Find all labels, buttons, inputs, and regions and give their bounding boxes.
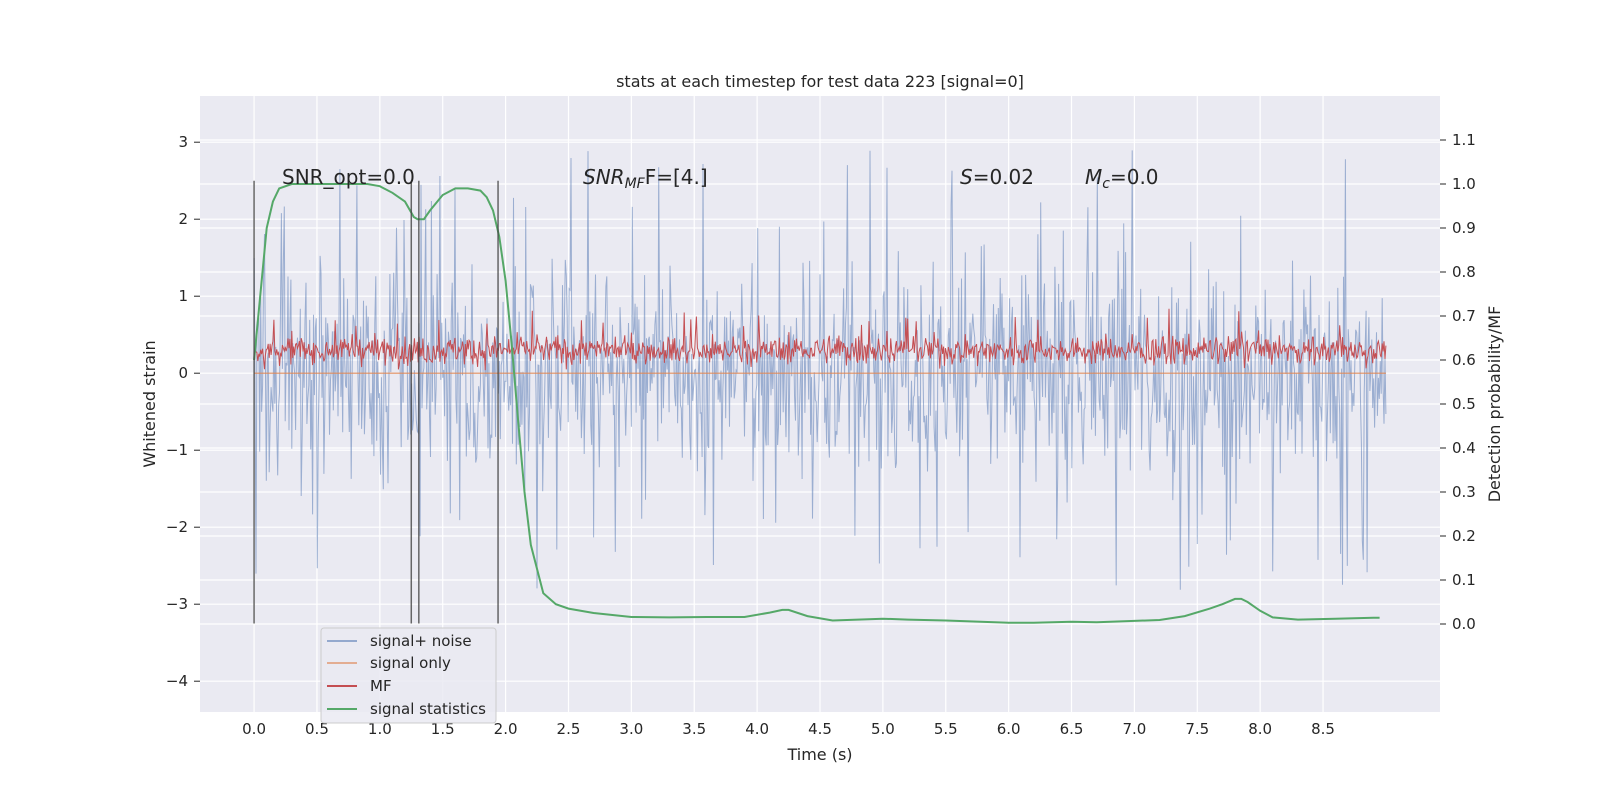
y2-tick-label: 0.8 — [1452, 263, 1476, 281]
y2-tick-label: 0.1 — [1452, 571, 1476, 589]
series-layer — [253, 150, 1387, 624]
y2-tick-label: 0.5 — [1452, 395, 1476, 413]
series-signal-noise-line — [253, 150, 1387, 590]
series-mf-line — [253, 308, 1387, 371]
annotation-snr-opt: SNR_opt=0.0 — [282, 165, 415, 189]
y-tick-label: −1 — [166, 441, 188, 459]
x-tick-label: 3.5 — [682, 720, 706, 738]
legend: signal+ noise signal only MF signal stat… — [320, 627, 497, 724]
x-axis-label: Time (s) — [786, 745, 852, 764]
y-tick-label: −2 — [166, 518, 188, 536]
annotation-mc: Mc=0.0 — [1085, 165, 1159, 192]
annotation-s: S=0.02 — [960, 165, 1034, 189]
chart-title: stats at each timestep for test data 223… — [616, 72, 1024, 91]
y2-tick-label: 0.2 — [1452, 527, 1476, 545]
legend-label-signal-only: signal only — [370, 654, 451, 672]
annotation-snr-mf: SNRMFF=[4.] — [583, 165, 708, 192]
x-tick-label: 7.5 — [1185, 720, 1209, 738]
x-tick-label: 7.0 — [1122, 720, 1146, 738]
y2-tick-label: 0.9 — [1452, 219, 1476, 237]
y-tick-label: 1 — [178, 287, 188, 305]
y-tick-label: −4 — [166, 672, 188, 690]
legend-label-signal-noise: signal+ noise — [370, 632, 472, 650]
y2-tick-label: 1.1 — [1452, 131, 1476, 149]
x-tick-label: 6.0 — [997, 720, 1021, 738]
y2-axis-label: Detection probability/MF — [1485, 306, 1504, 503]
x-tick-label: 1.0 — [368, 720, 392, 738]
x-tick-label: 2.0 — [494, 720, 518, 738]
x-tick-label: 8.5 — [1311, 720, 1335, 738]
y2-tick-label: 0.3 — [1452, 483, 1476, 501]
y-tick-label: 2 — [178, 210, 188, 228]
x-tick-label: 0.5 — [305, 720, 329, 738]
x-tick-label: 6.5 — [1060, 720, 1084, 738]
x-tick-label: 5.0 — [871, 720, 895, 738]
y2-tick-label: 1.0 — [1452, 175, 1476, 193]
y-tick-label: −3 — [166, 595, 188, 613]
legend-box — [320, 627, 497, 724]
y-tick-label: 0 — [178, 364, 188, 382]
y2-tick-label: 0.6 — [1452, 351, 1476, 369]
y2-tick-label: 0.4 — [1452, 439, 1476, 457]
legend-label-mf: MF — [370, 677, 392, 695]
vertical-markers — [253, 180, 499, 624]
y2-tick-label: 0.0 — [1452, 615, 1476, 633]
x-tick-label: 1.5 — [431, 720, 455, 738]
x-tick-label: 3.0 — [619, 720, 643, 738]
legend-label-signal-statistics: signal statistics — [370, 700, 486, 718]
x-tick-label: 4.0 — [745, 720, 769, 738]
y-axis-label: Whitened strain — [140, 340, 159, 467]
x-tick-label: 5.5 — [934, 720, 958, 738]
x-tick-label: 2.5 — [557, 720, 581, 738]
x-tick-label: 0.0 — [242, 720, 266, 738]
y-tick-label: 3 — [178, 133, 188, 151]
y2-tick-label: 0.7 — [1452, 307, 1476, 325]
x-tick-label: 8.0 — [1248, 720, 1272, 738]
axes: 0.0 0.5 1.0 1.5 2.0 2.5 3.0 3.5 4.0 4.5 5.0 5.5 6.0 6… — [166, 131, 1476, 738]
series-signal-statistics-line — [253, 183, 1380, 624]
x-tick-label: 4.5 — [808, 720, 832, 738]
